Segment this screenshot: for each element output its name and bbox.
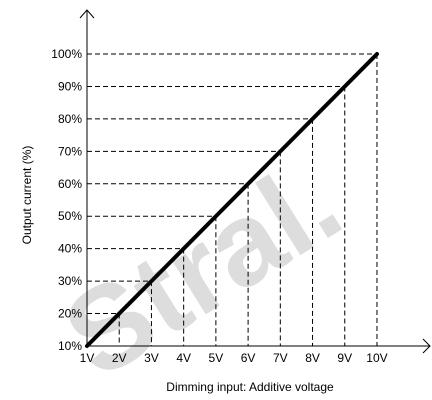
x-tick-label: 10V xyxy=(366,351,387,365)
series-line xyxy=(85,52,379,348)
y-tick-label: 30% xyxy=(58,274,82,288)
x-axis-title: Dimming input: Additive voltage xyxy=(166,380,334,394)
y-tick-label: 100% xyxy=(51,47,82,61)
y-tick-labels: 10% 20% 30% 40% 50% 60% 70% 80% 90% 100% xyxy=(51,47,82,353)
x-tick-label: 7V xyxy=(273,351,288,365)
y-tick-label: 80% xyxy=(58,112,82,126)
x-tick-label: 5V xyxy=(209,351,224,365)
y-tick-label: 90% xyxy=(58,79,82,93)
x-tick-label: 1V xyxy=(80,351,95,365)
y-tick-label: 10% xyxy=(58,339,82,353)
x-tick-labels: 1V 2V 3V 4V 5V 6V 7V 8V 9V 10V xyxy=(80,351,388,365)
x-tick-label: 4V xyxy=(176,351,191,365)
x-tick-label: 6V xyxy=(241,351,256,365)
y-axis-title: Output current (%) xyxy=(20,146,34,245)
y-tick-label: 60% xyxy=(58,177,82,191)
x-tick-label: 2V xyxy=(112,351,127,365)
axes xyxy=(79,9,431,354)
x-tick-label: 9V xyxy=(337,351,352,365)
x-axis-arrow xyxy=(422,338,431,354)
guide-lines xyxy=(87,53,378,346)
y-tick-label: 40% xyxy=(58,242,82,256)
y-axis-arrow xyxy=(79,9,95,19)
y-tick-label: 50% xyxy=(58,209,82,223)
x-tick-label: 8V xyxy=(305,351,320,365)
y-tick-label: 20% xyxy=(58,307,82,321)
x-tick-label: 3V xyxy=(144,351,159,365)
series-group xyxy=(85,52,379,348)
y-tick-label: 70% xyxy=(58,144,82,158)
